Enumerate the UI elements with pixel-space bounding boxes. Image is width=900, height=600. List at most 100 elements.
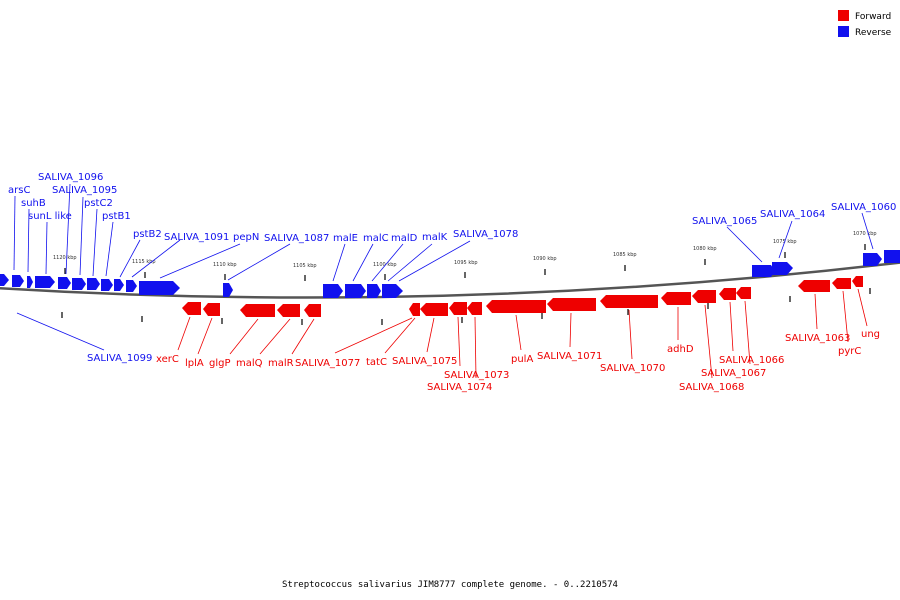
gene-label: SALIVA_1096 bbox=[38, 172, 103, 183]
gene-label: SALIVA_1068 bbox=[679, 382, 744, 393]
gene-forward bbox=[304, 304, 321, 317]
gene-reverse bbox=[27, 276, 33, 288]
gene-label: SALIVA_1066 bbox=[719, 355, 784, 366]
gene-reverse bbox=[114, 279, 124, 291]
leader-line bbox=[16, 312, 105, 351]
gene-reverse bbox=[139, 281, 180, 295]
leader-line bbox=[65, 183, 71, 275]
tick-label: 1115 kbp bbox=[132, 259, 156, 265]
gene-reverse bbox=[367, 284, 381, 298]
gene-label: SALIVA_1071 bbox=[537, 351, 602, 362]
gene-label: pepN bbox=[233, 232, 259, 243]
gene-forward bbox=[240, 304, 275, 317]
forward-strand-genes bbox=[182, 276, 863, 317]
gene-label: SALIVA_1064 bbox=[760, 209, 825, 220]
gene-label: SALIVA_1077 bbox=[295, 358, 360, 369]
gene-label: pyrC bbox=[838, 346, 861, 357]
leader-line bbox=[569, 312, 572, 348]
reverse-strand-genes bbox=[0, 250, 900, 298]
gene-label: SALIVA_1065 bbox=[692, 216, 757, 227]
leader-line bbox=[726, 226, 763, 263]
reverse-gene-labels bbox=[13, 183, 874, 351]
leader-line bbox=[628, 309, 633, 360]
gene-reverse bbox=[223, 283, 233, 297]
forward-gene-labels bbox=[177, 288, 868, 379]
tick-label: 1120 kbp bbox=[53, 255, 77, 261]
gene-label: ung bbox=[861, 329, 880, 340]
leader-line bbox=[332, 243, 346, 282]
gene-reverse bbox=[323, 284, 343, 298]
gene-label: adhD bbox=[667, 344, 694, 355]
legend-forward-swatch bbox=[838, 10, 849, 21]
legend-forward-label: Forward bbox=[855, 12, 891, 22]
gene-reverse bbox=[58, 277, 71, 289]
leader-line bbox=[334, 317, 413, 354]
gene-label: SALIVA_1060 bbox=[831, 202, 896, 213]
gene-label: SALIVA_1073 bbox=[444, 370, 509, 381]
gene-reverse bbox=[884, 250, 900, 263]
gene-forward bbox=[420, 303, 448, 316]
tick-label: 1110 kbp bbox=[213, 262, 237, 268]
gene-forward bbox=[467, 302, 482, 315]
genome-caption: Streptococcus salivarius JIM8777 complet… bbox=[282, 580, 618, 590]
gene-label: suhB bbox=[21, 198, 46, 209]
lower-scale-ticks bbox=[61, 288, 871, 325]
gene-forward bbox=[661, 292, 691, 305]
gene-reverse bbox=[126, 280, 137, 292]
gene-forward bbox=[203, 303, 220, 316]
gene-label: SALIVA_1075 bbox=[392, 356, 457, 367]
leader-line bbox=[387, 243, 433, 282]
gene-label: malD bbox=[391, 233, 418, 244]
legend-reverse-label: Reverse bbox=[855, 28, 892, 38]
gene-forward bbox=[600, 295, 658, 308]
gene-reverse bbox=[772, 262, 793, 275]
gene-forward bbox=[409, 303, 420, 316]
gene-forward bbox=[692, 290, 716, 303]
leader-line bbox=[79, 196, 84, 276]
leader-line bbox=[778, 220, 793, 259]
gene-reverse bbox=[345, 284, 366, 298]
gene-label: malC bbox=[363, 233, 389, 244]
leader-line bbox=[92, 208, 98, 277]
gene-forward bbox=[832, 278, 851, 289]
gene-label: SALIVA_1091 bbox=[164, 232, 229, 243]
gene-label: SALIVA_1095 bbox=[52, 185, 117, 196]
gene-label: tatC bbox=[366, 357, 387, 368]
gene-reverse bbox=[72, 278, 86, 290]
gene-label: lplA bbox=[185, 358, 204, 369]
leader-line bbox=[861, 212, 874, 250]
gene-label: xerC bbox=[156, 354, 179, 365]
gene-forward bbox=[736, 287, 751, 299]
tick-label: 1085 kbp bbox=[613, 252, 637, 258]
gene-forward bbox=[852, 276, 863, 287]
gene-reverse bbox=[35, 276, 55, 288]
legend: Forward Reverse bbox=[838, 10, 892, 38]
gene-label: pstC2 bbox=[84, 198, 113, 209]
gene-label: SALIVA_1078 bbox=[453, 229, 518, 240]
leader-line bbox=[131, 239, 181, 278]
leader-line bbox=[352, 243, 374, 282]
leader-line bbox=[159, 243, 241, 279]
leader-line bbox=[384, 317, 416, 354]
gene-forward bbox=[798, 280, 830, 292]
gene-label: SALIVA_1074 bbox=[427, 382, 492, 393]
gene-forward bbox=[277, 304, 300, 317]
tick-label: 1100 kbp bbox=[373, 262, 397, 268]
leader-line bbox=[729, 301, 734, 352]
gene-forward bbox=[486, 300, 546, 313]
tick-label: 1080 kbp bbox=[693, 246, 717, 252]
gene-label: malE bbox=[333, 233, 358, 244]
reverse-gene-label-texts: arsC suhB sunL like SALIVA_1096 SALIVA_1… bbox=[8, 172, 896, 364]
gene-label: malR bbox=[268, 358, 294, 369]
leader-line bbox=[27, 208, 30, 273]
forward-gene-label-texts: xerC lplA glgP malQ malR SALIVA_1077 tat… bbox=[156, 329, 880, 393]
gene-label: malQ bbox=[236, 358, 263, 369]
gene-reverse bbox=[12, 275, 24, 287]
gene-label: glgP bbox=[209, 358, 231, 369]
gene-label: SALIVA_1063 bbox=[785, 333, 850, 344]
gene-label: SALIVA_1099 bbox=[87, 353, 152, 364]
gene-reverse bbox=[382, 284, 403, 298]
tick-label: 1090 kbp bbox=[533, 256, 557, 262]
